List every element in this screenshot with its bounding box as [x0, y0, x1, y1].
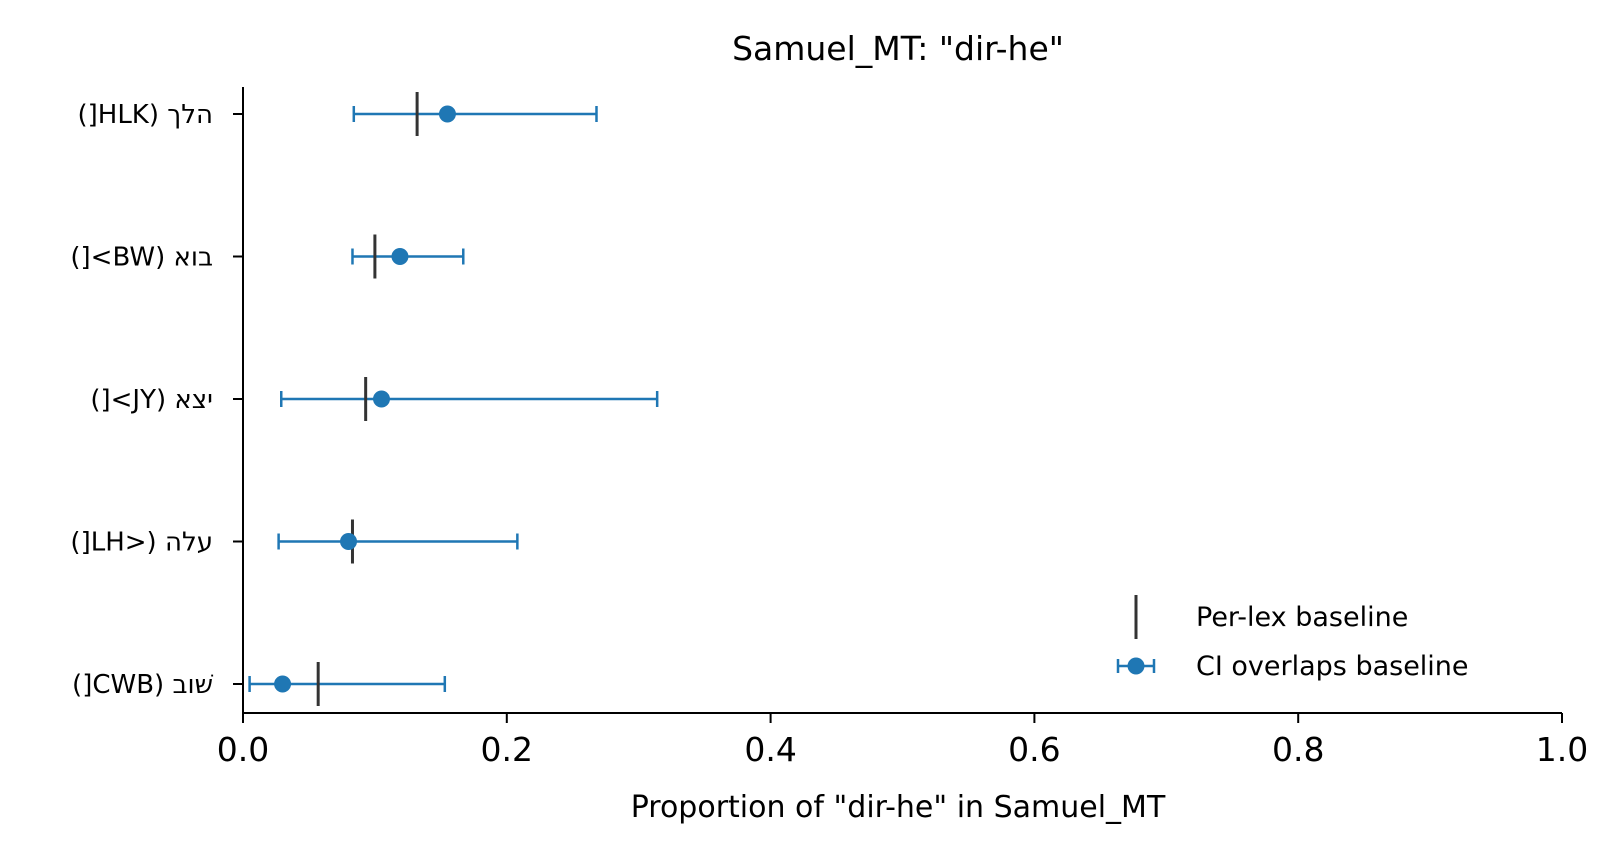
y-tick-label: יצא (JY>[) [90, 385, 213, 415]
y-tick-label: עלה (<LH[) [70, 528, 213, 558]
x-tick-label: 0.4 [744, 730, 796, 769]
plot-area: 0.0 0.2 0.4 0.6 0.8 1.0 הלך (HLK[) בוא (BW>[) יצ… [70, 87, 1588, 769]
x-tick-label: 0.6 [1008, 730, 1060, 769]
x-tick-label: 0.8 [1272, 730, 1324, 769]
estimate-point [391, 248, 409, 265]
estimate-point [372, 390, 390, 408]
legend-label-ci: CI overlaps baseline [1196, 651, 1469, 682]
x-tick-label: 1.0 [1536, 730, 1588, 769]
x-tick-label: 0.0 [217, 730, 269, 769]
y-tick-label: שׁוב (CWB[) [72, 670, 214, 700]
x-axis-label: Proportion of "dir-he" in Samuel_MT [631, 790, 1166, 825]
estimate-point [274, 675, 292, 693]
legend-label-baseline: Per-lex baseline [1196, 602, 1408, 633]
estimate-point [340, 533, 358, 550]
estimate-point [438, 105, 456, 123]
x-tick-label: 0.2 [481, 730, 533, 769]
chart-title: Samuel_MT: "dir-he" [732, 29, 1064, 68]
y-tick-label: בוא (BW>[) [70, 243, 213, 273]
legend-point [1127, 657, 1145, 675]
legend: Per-lex baseline CI overlaps baseline [1116, 595, 1469, 682]
y-tick-label: הלך (HLK[) [77, 100, 213, 130]
